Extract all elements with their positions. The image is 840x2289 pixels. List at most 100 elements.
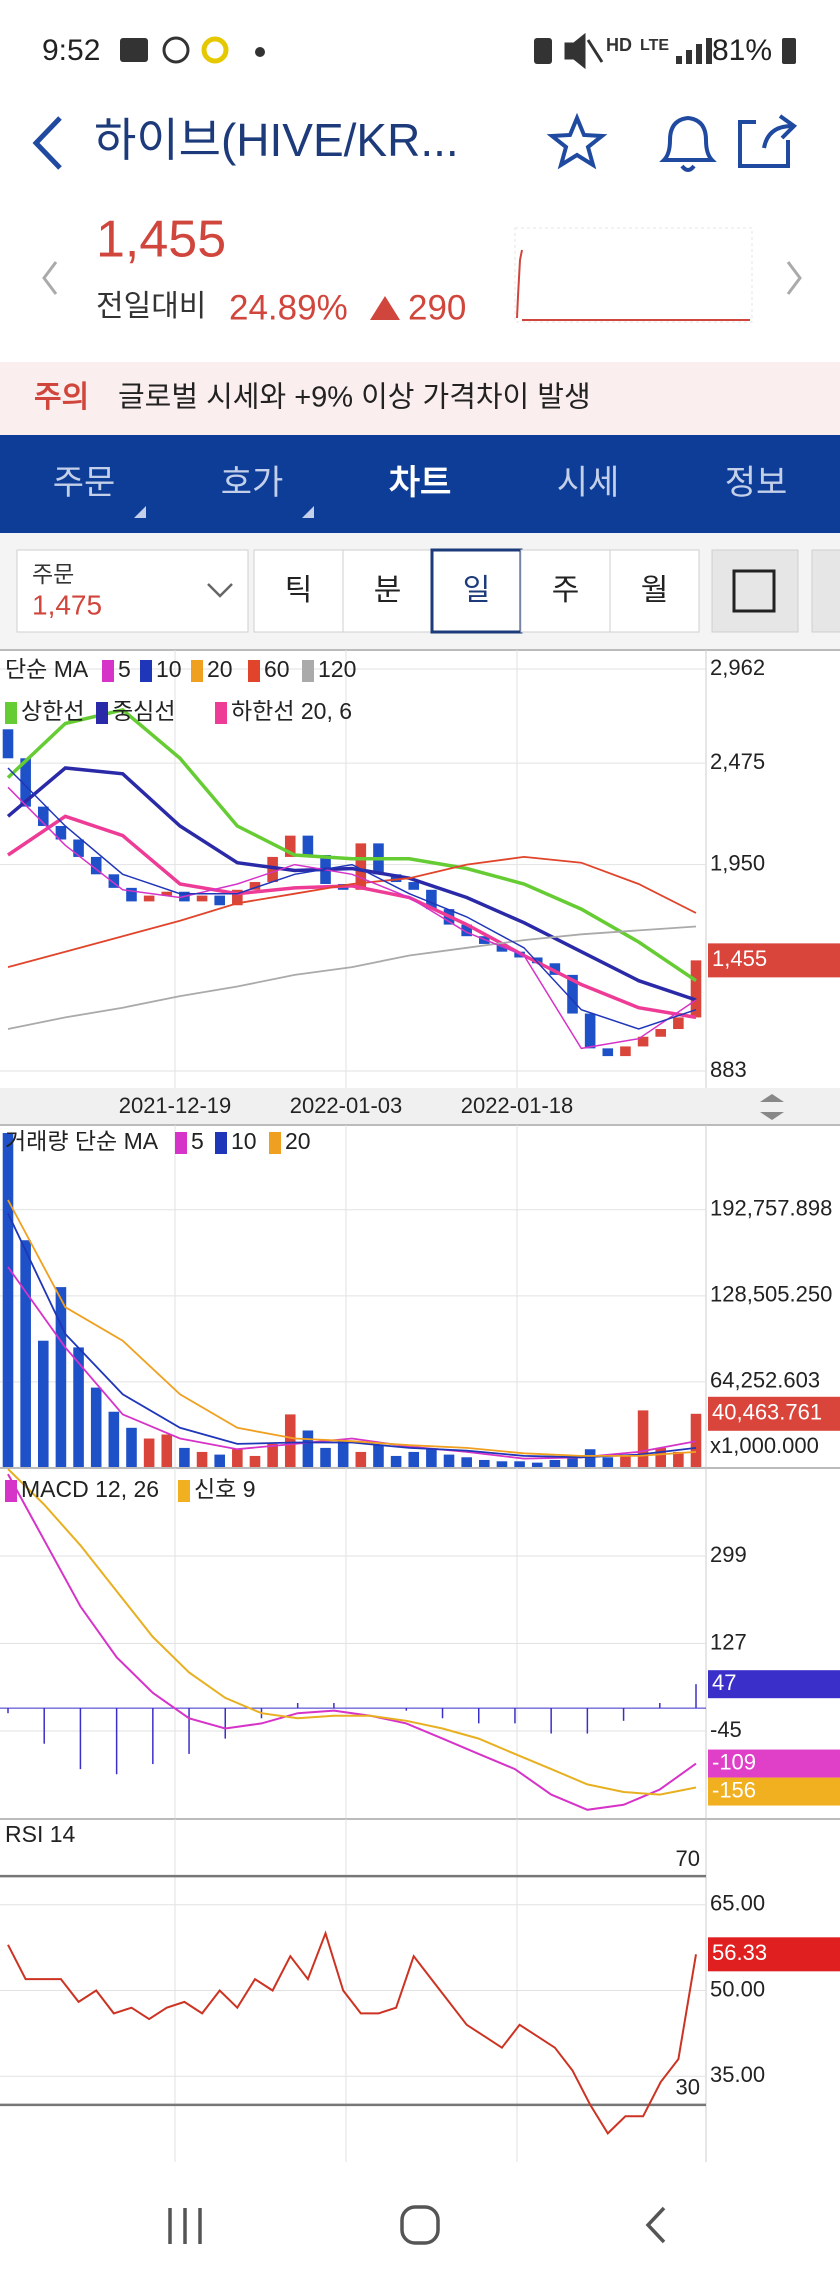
legend-swatch — [178, 1480, 190, 1502]
more-button[interactable] — [811, 549, 840, 633]
status-lte: LTE — [640, 37, 669, 54]
back-button[interactable] — [32, 116, 62, 170]
legend-label: 중심선 — [112, 698, 175, 724]
period-button[interactable] — [342, 549, 433, 633]
period-label: 분 — [374, 574, 402, 607]
tab[interactable]: 주문 — [53, 464, 116, 502]
candle — [196, 895, 208, 902]
y-tick-label: 1,950 — [710, 850, 765, 875]
volume-ma-line — [7, 1213, 697, 1459]
volume-bar — [531, 1462, 543, 1468]
y-tick-label: 64,252.603 — [710, 1368, 820, 1393]
y-tick-label: 2,475 — [710, 749, 765, 774]
next-button[interactable] — [786, 261, 802, 295]
date-label: 2021-12-19 — [119, 1093, 232, 1118]
volume-bar — [249, 1455, 261, 1468]
status-icon — [201, 36, 229, 64]
legend-swatch — [215, 702, 227, 724]
value-tag-label: 47 — [712, 1670, 736, 1695]
candle — [214, 895, 225, 906]
legend-swatch — [175, 1132, 187, 1154]
y-tick-label: 127 — [710, 1629, 747, 1654]
layout-button[interactable] — [711, 549, 799, 633]
legend-label: 120 — [318, 656, 356, 682]
legend-label: 상한선 — [21, 698, 84, 724]
date-row — [0, 1088, 840, 1125]
candle — [55, 825, 67, 840]
period-label: 틱 — [285, 574, 313, 607]
nav-bar — [0, 2162, 840, 2289]
y-tick-label: 2,962 — [710, 655, 765, 680]
legend-swatch — [140, 660, 152, 682]
candle — [602, 1048, 614, 1057]
value-tag — [708, 943, 840, 978]
y-tick-label: 65.00 — [710, 1891, 765, 1916]
tab[interactable]: 차트 — [389, 464, 452, 502]
candle — [2, 729, 14, 759]
volume-bar — [620, 1454, 631, 1468]
share-button[interactable] — [738, 114, 798, 168]
status-icon — [120, 38, 148, 62]
y-tick-label: 192,757.898 — [710, 1196, 832, 1221]
volume-bar — [373, 1445, 384, 1468]
indicator-line — [7, 814, 697, 1020]
volume-bar — [320, 1447, 331, 1468]
order-box[interactable] — [16, 549, 249, 633]
period-label: 일 — [463, 574, 491, 607]
volume-bar — [196, 1451, 208, 1468]
macd-line — [7, 1473, 697, 1811]
period-label: 주 — [552, 574, 580, 607]
sparkline-box — [514, 227, 753, 323]
volume-bar — [90, 1387, 102, 1468]
tab[interactable]: 시세 — [557, 464, 620, 502]
date-label: 2022-01-03 — [290, 1093, 403, 1118]
layout-icon — [732, 569, 776, 613]
nav-recent[interactable] — [168, 2208, 202, 2244]
legend-label: 10 — [156, 656, 182, 682]
volume-bar — [673, 1451, 684, 1468]
candle — [426, 889, 437, 910]
prev-button[interactable] — [42, 261, 58, 295]
volume-bar — [567, 1455, 578, 1468]
tab[interactable]: 호가 — [221, 464, 284, 502]
alert-button[interactable] — [659, 115, 717, 172]
y-tick-label: 883 — [710, 1057, 747, 1082]
candle — [355, 843, 367, 890]
status-time: 9:52 — [42, 34, 100, 67]
rsi-line — [7, 1930, 697, 2135]
candle — [232, 889, 243, 906]
y-tick-label: -45 — [710, 1717, 742, 1742]
period-button[interactable] — [609, 549, 700, 633]
notice-text: 글로벌 시세와 +9% 이상 가격차이 발생 — [118, 382, 591, 414]
volume-bar — [496, 1461, 508, 1468]
indicator-line — [7, 767, 697, 1030]
candle — [161, 891, 173, 896]
tab[interactable]: 정보 — [725, 464, 788, 502]
period-button[interactable] — [520, 549, 611, 633]
date-label: 2022-01-18 — [461, 1093, 574, 1118]
volume-bar — [690, 1413, 702, 1468]
chart-panel — [0, 1125, 840, 1468]
legend-label: 20 — [207, 656, 233, 682]
candle — [143, 895, 155, 902]
stock-title: 하이브(HIVE/KR... — [94, 114, 459, 166]
candle — [567, 974, 578, 1014]
nav-back[interactable] — [645, 2206, 666, 2244]
y-tick-label: 35.00 — [710, 2062, 765, 2087]
volume-bar — [179, 1447, 190, 1468]
legend-label: 5 — [191, 1128, 204, 1154]
value-tag — [708, 1396, 840, 1431]
legend-macd: MACD 12, 26 — [21, 1476, 159, 1502]
resize-handle[interactable] — [760, 1094, 784, 1120]
rsi-level-label: 70 — [676, 1846, 700, 1871]
volume-bar — [126, 1427, 137, 1468]
macd-line — [7, 1468, 697, 1796]
notice-tag: 주의 — [34, 381, 89, 414]
volume-bar — [443, 1454, 455, 1468]
candle — [620, 1046, 631, 1057]
favorite-button[interactable] — [546, 112, 608, 170]
mute-icon — [564, 32, 604, 70]
nav-home[interactable] — [400, 2205, 440, 2245]
candle — [302, 835, 314, 855]
notice-bar — [0, 362, 840, 435]
